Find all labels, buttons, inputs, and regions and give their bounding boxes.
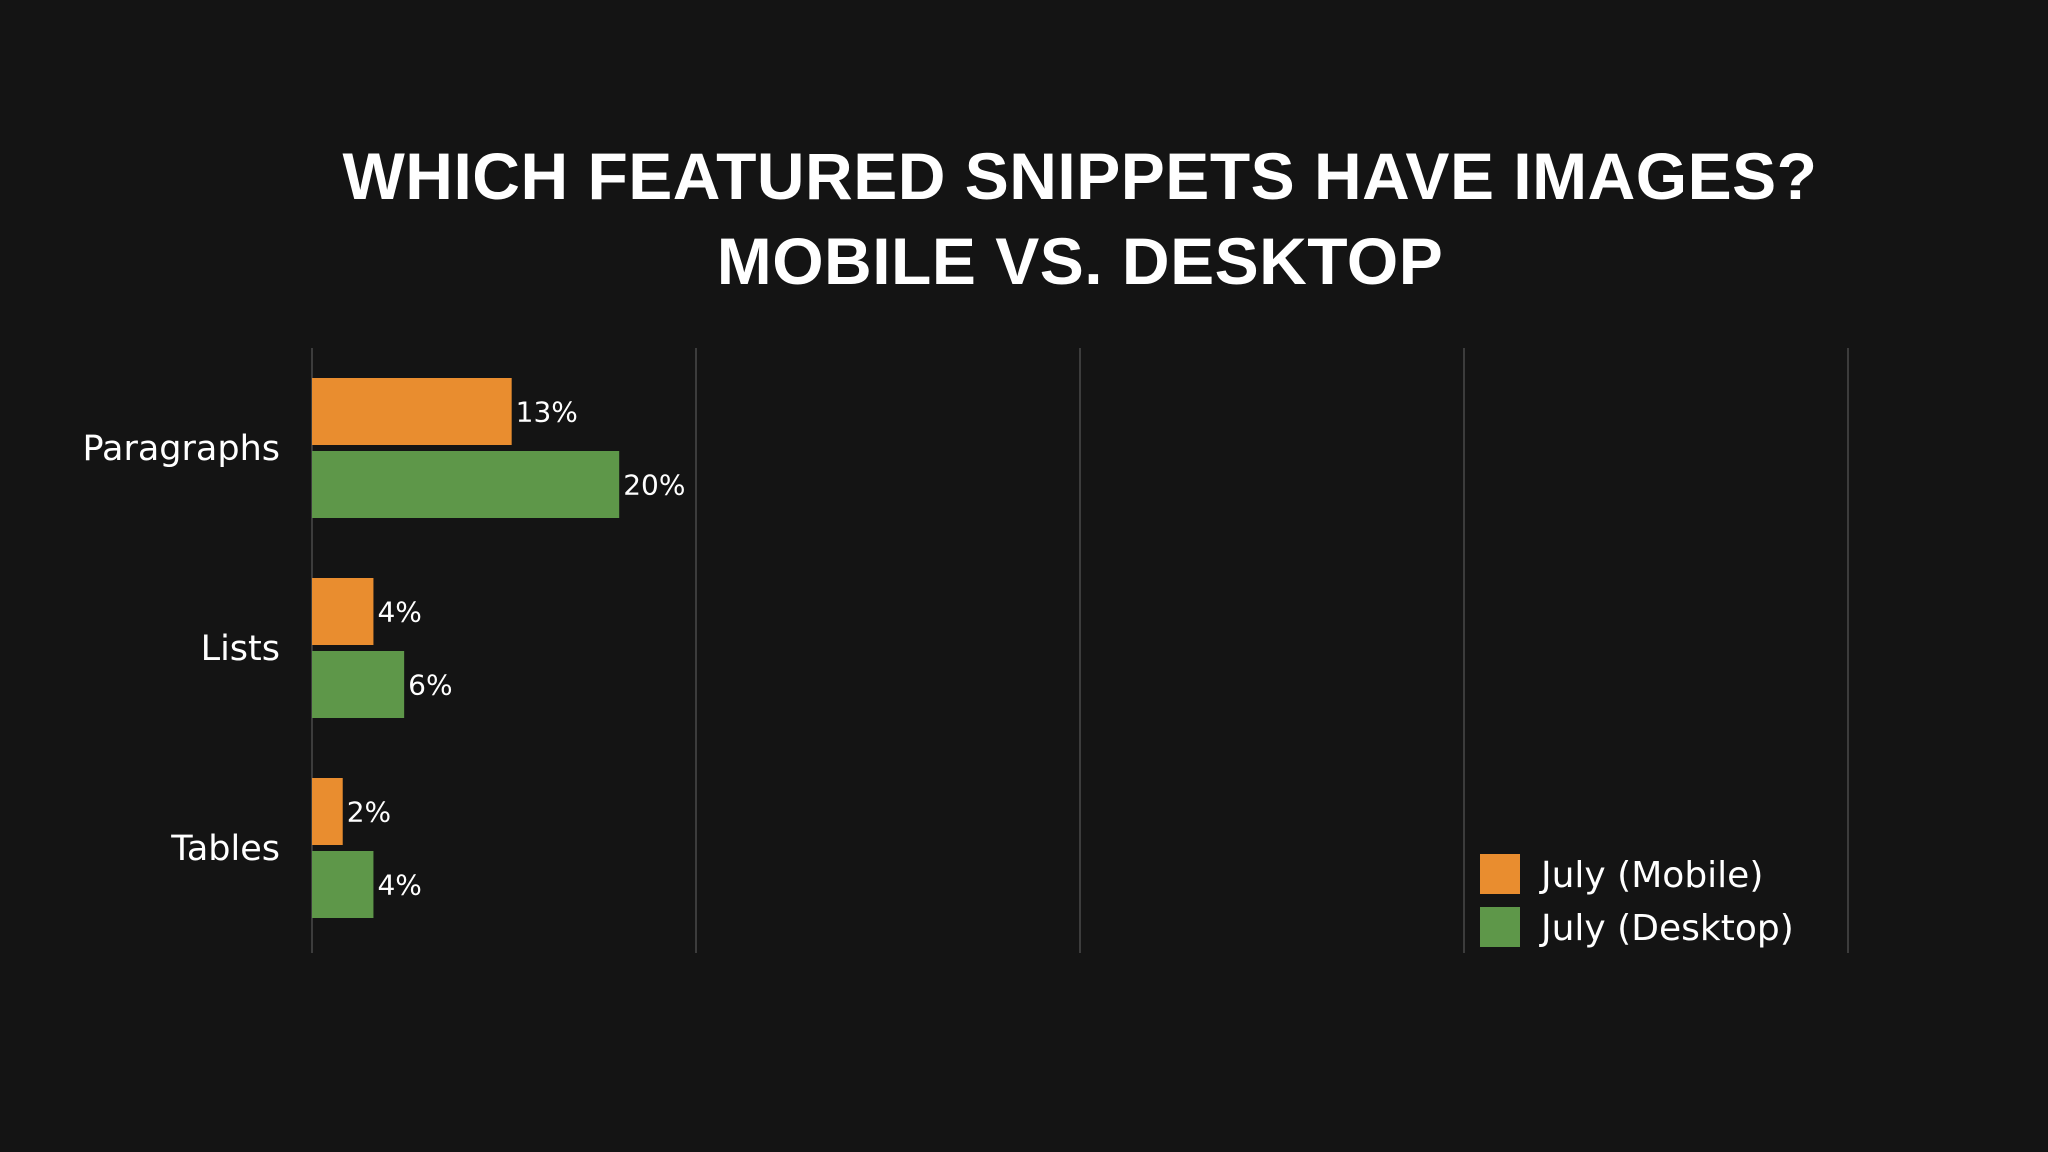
legend-swatch-mobile [1480,854,1520,894]
legend-label-mobile: July (Mobile) [1539,855,1763,896]
category-label-tables: Tables [170,829,280,869]
value-label-tables-desktop: 4% [377,869,421,902]
bar-tables-mobile [312,778,343,845]
bar-paragraphs-desktop [312,451,620,518]
value-label-lists-mobile: 4% [377,596,421,629]
chart-title-line-2: MOBILE VS. DESKTOP [716,224,1444,298]
chart-title-line-1: WHICH FEATURED SNIPPETS HAVE IMAGES? [342,139,1818,213]
bar-paragraphs-mobile [312,378,512,445]
category-label-paragraphs: Paragraphs [82,429,280,469]
legend-label-desktop: July (Desktop) [1539,908,1794,949]
legend-swatch-desktop [1480,907,1520,947]
category-label-lists: Lists [201,629,280,669]
bar-tables-desktop [312,851,374,918]
value-label-lists-desktop: 6% [408,669,452,702]
bar-lists-desktop [312,651,405,718]
value-label-paragraphs-desktop: 20% [623,469,685,502]
value-label-paragraphs-mobile: 13% [516,396,578,429]
bar-lists-mobile [312,578,374,645]
value-label-tables-mobile: 2% [347,796,391,829]
